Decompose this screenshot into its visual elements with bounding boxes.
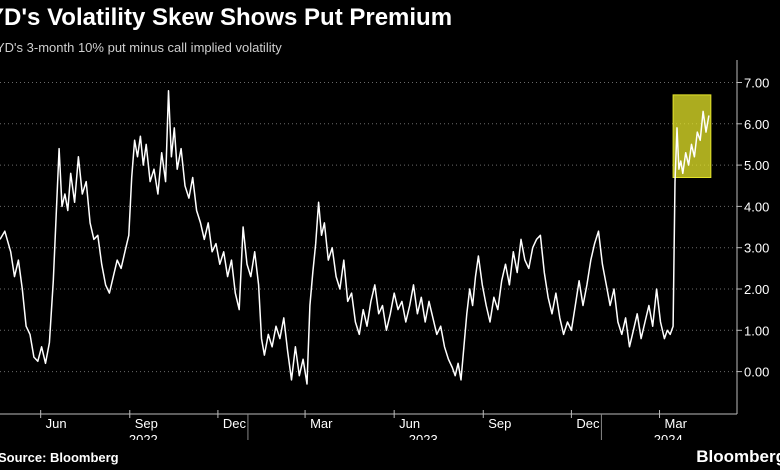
- grid-lines: [0, 82, 737, 373]
- y-tick-label: 6.00: [744, 117, 769, 132]
- x-tick-label: Mar: [310, 416, 333, 431]
- y-tick-label: 3.00: [744, 241, 769, 256]
- volatility-chart: 0.00 1.00 2.00 3.00 4.00 5.00 6.00 7.00 Jun Sep De…: [0, 60, 770, 441]
- x-tick-label: Jun: [399, 416, 420, 431]
- axes: [0, 60, 742, 440]
- chart-subtitle: YD's 3-month 10% put minus call implied …: [0, 40, 282, 55]
- y-tick-label: 2.00: [744, 282, 769, 297]
- x-tick-label: Jun: [46, 416, 67, 431]
- brand-logo: Bloomberg: [696, 447, 780, 466]
- x-tick-label: Mar: [665, 416, 688, 431]
- series-line: [0, 90, 710, 385]
- x-tick-label: Dec: [223, 416, 247, 431]
- chart-title: YD's Volatility Skew Shows Put Premium: [0, 4, 453, 31]
- y-tick-label: 4.00: [744, 199, 769, 214]
- y-tick-label: 5.00: [744, 158, 769, 173]
- year-label: 2022: [129, 432, 158, 440]
- y-tick-label: 0.00: [744, 365, 769, 380]
- series-layer: [0, 90, 710, 385]
- y-tick-label: 1.00: [744, 323, 769, 338]
- tick-labels: 0.00 1.00 2.00 3.00 4.00 5.00 6.00 7.00 Jun Sep De…: [46, 76, 770, 441]
- source-note: Source: Bloomberg: [0, 450, 119, 465]
- year-label: 2024: [654, 432, 683, 440]
- y-tick-label: 7.00: [744, 76, 769, 91]
- x-tick-label: Sep: [135, 416, 158, 431]
- year-label: 2023: [409, 432, 438, 440]
- x-tick-label: Sep: [488, 416, 511, 431]
- x-tick-label: Dec: [576, 416, 600, 431]
